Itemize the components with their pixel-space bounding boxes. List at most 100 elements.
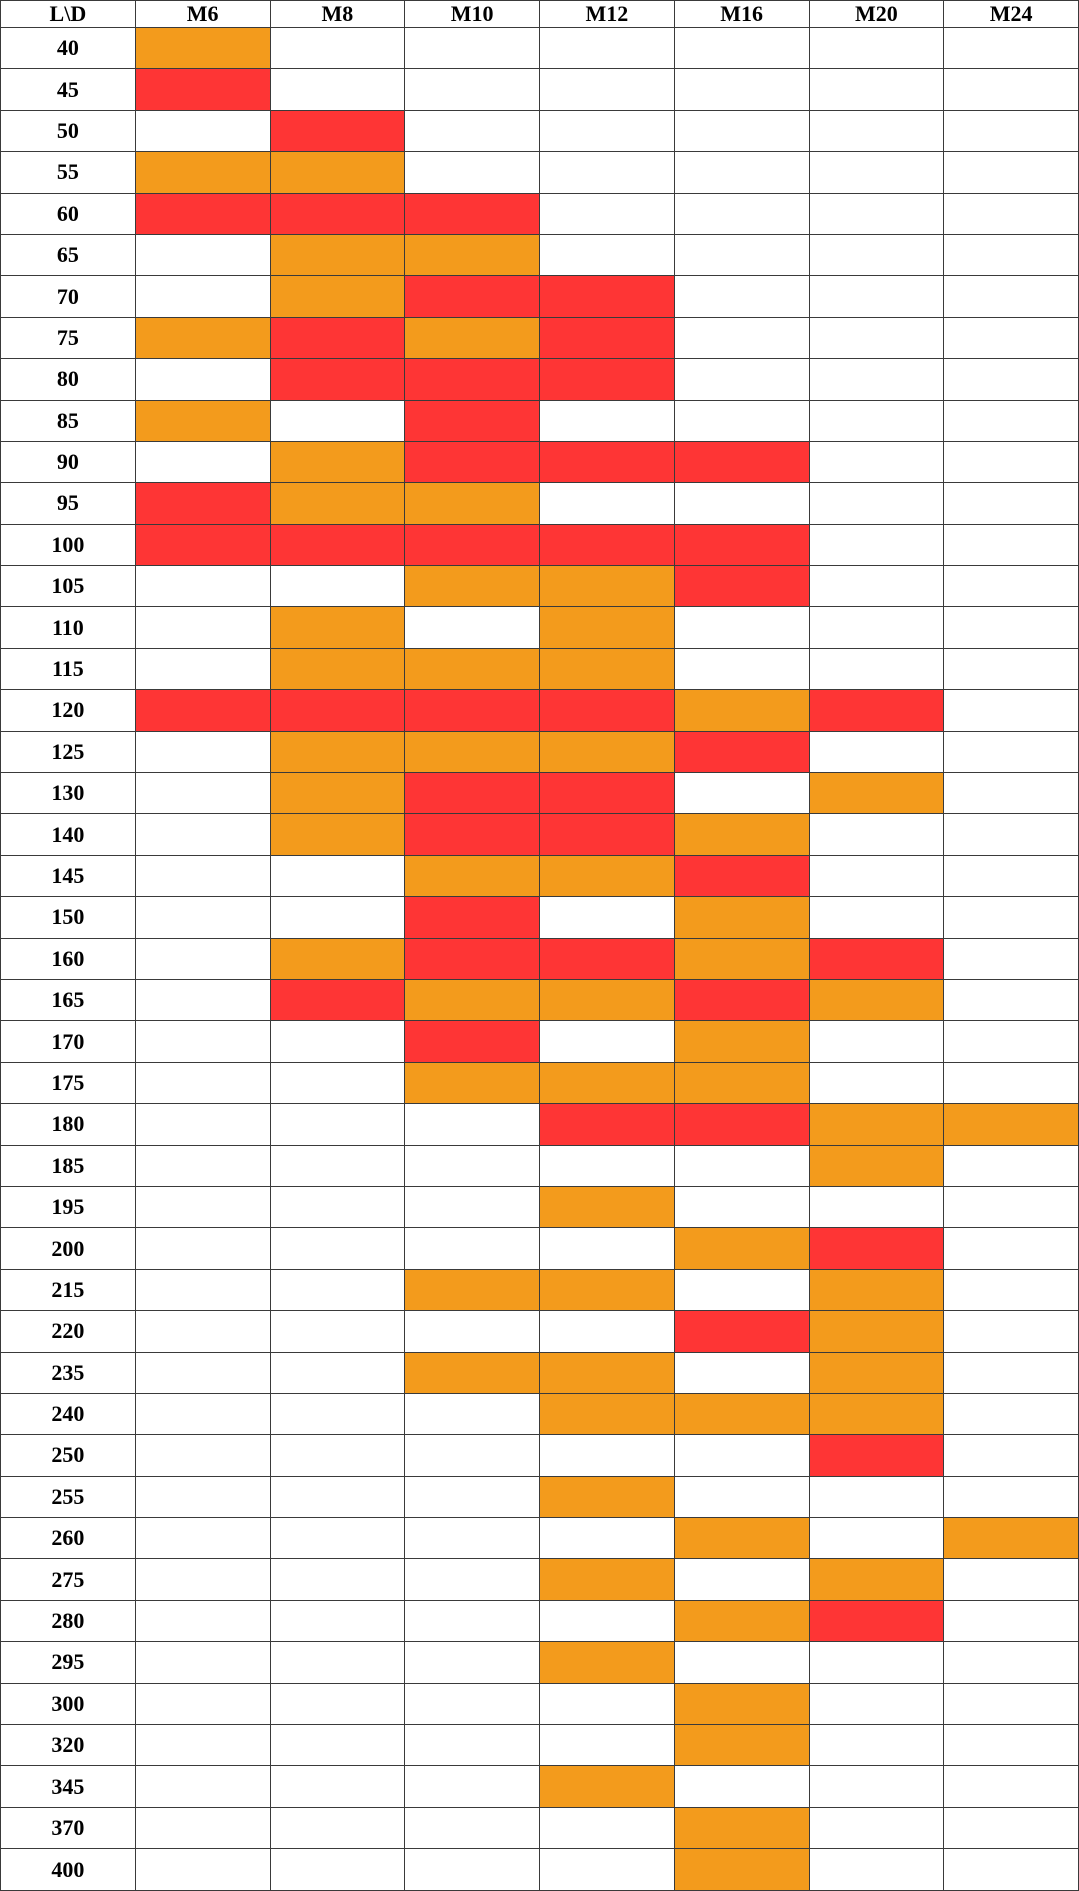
cell-m12 xyxy=(539,523,675,567)
cell-m12 xyxy=(539,192,675,235)
cell-m12 xyxy=(539,937,675,980)
cell-m6 xyxy=(134,399,271,442)
cell-m6 xyxy=(134,233,271,277)
cell-m12 xyxy=(539,109,675,153)
table-row: 235 xyxy=(0,1351,1079,1394)
cell-m20 xyxy=(808,440,945,484)
cell-m12 xyxy=(539,1103,675,1146)
cell-m8 xyxy=(269,1475,406,1519)
row-label: 120 xyxy=(0,689,136,732)
cell-m24 xyxy=(943,1268,1079,1312)
table-row: 220 xyxy=(0,1310,1079,1353)
row-label: 130 xyxy=(0,772,136,815)
cell-m8 xyxy=(269,1724,406,1767)
cell-m16 xyxy=(673,1848,810,1891)
cell-m12 xyxy=(539,399,675,442)
table-row: 80 xyxy=(0,358,1079,401)
table-row: 60 xyxy=(0,192,1079,235)
cell-m12 xyxy=(539,233,675,277)
cell-m24 xyxy=(943,1144,1079,1187)
cell-m6 xyxy=(134,440,271,484)
cell-m6 xyxy=(134,1103,271,1146)
table-row: 180 xyxy=(0,1103,1079,1146)
cell-m16 xyxy=(673,1682,810,1726)
cell-m24 xyxy=(943,1020,1079,1063)
cell-m12 xyxy=(539,1682,675,1726)
cell-m24 xyxy=(943,606,1079,649)
cell-m20 xyxy=(808,1020,945,1063)
table-row: 75 xyxy=(0,316,1079,360)
cell-m12 xyxy=(539,1475,675,1519)
row-label: 40 xyxy=(0,26,136,70)
table-row: 90 xyxy=(0,440,1079,484)
cell-m24 xyxy=(943,1434,1079,1477)
row-label: 295 xyxy=(0,1641,136,1684)
cell-m16 xyxy=(673,192,810,235)
cell-m6 xyxy=(134,1765,271,1808)
cell-m20 xyxy=(808,399,945,442)
cell-m16 xyxy=(673,772,810,815)
cell-m12 xyxy=(539,1185,675,1229)
cell-m10 xyxy=(404,647,540,691)
cell-m12 xyxy=(539,1020,675,1063)
cell-m12 xyxy=(539,151,675,194)
cell-m24 xyxy=(943,1227,1079,1270)
cell-m20 xyxy=(808,978,945,1022)
cell-m20 xyxy=(808,316,945,360)
cell-m8 xyxy=(269,151,406,194)
cell-m10 xyxy=(404,1392,540,1436)
cell-m8 xyxy=(269,1517,406,1560)
cell-m6 xyxy=(134,1020,271,1063)
cell-m8 xyxy=(269,192,406,235)
cell-m12 xyxy=(539,1268,675,1312)
row-label: 65 xyxy=(0,233,136,277)
cell-m20 xyxy=(808,26,945,70)
table-row: 400 xyxy=(0,1848,1079,1891)
cell-m10 xyxy=(404,1517,540,1560)
column-header-m16: M16 xyxy=(673,0,810,28)
cell-m10 xyxy=(404,233,540,277)
row-label: 45 xyxy=(0,68,136,111)
row-label: 140 xyxy=(0,813,136,856)
cell-m20 xyxy=(808,854,945,898)
cell-m10 xyxy=(404,565,540,608)
cell-m8 xyxy=(269,606,406,649)
cell-m24 xyxy=(943,854,1079,898)
row-label: 110 xyxy=(0,606,136,649)
table-row: 40 xyxy=(0,26,1079,70)
cell-m24 xyxy=(943,1806,1079,1850)
cell-m24 xyxy=(943,233,1079,277)
cell-m24 xyxy=(943,689,1079,732)
row-label: 320 xyxy=(0,1724,136,1767)
cell-m6 xyxy=(134,854,271,898)
cell-m8 xyxy=(269,1103,406,1146)
table-row: 140 xyxy=(0,813,1079,856)
cell-m10 xyxy=(404,1185,540,1229)
table-row: 240 xyxy=(0,1392,1079,1436)
cell-m24 xyxy=(943,358,1079,401)
cell-m12 xyxy=(539,1434,675,1477)
cell-m20 xyxy=(808,1724,945,1767)
cell-m10 xyxy=(404,109,540,153)
cell-m10 xyxy=(404,606,540,649)
row-label: 125 xyxy=(0,730,136,774)
cell-m24 xyxy=(943,482,1079,525)
cell-m24 xyxy=(943,151,1079,194)
cell-m8 xyxy=(269,896,406,939)
table-row: 200 xyxy=(0,1227,1079,1270)
row-label: 220 xyxy=(0,1310,136,1353)
cell-m6 xyxy=(134,730,271,774)
cell-m16 xyxy=(673,1351,810,1394)
table-row: 345 xyxy=(0,1765,1079,1808)
row-label: 300 xyxy=(0,1682,136,1726)
row-label: 100 xyxy=(0,523,136,567)
cell-m16 xyxy=(673,854,810,898)
row-label: 400 xyxy=(0,1848,136,1891)
cell-m12 xyxy=(539,1061,675,1105)
cell-m8 xyxy=(269,399,406,442)
cell-m10 xyxy=(404,689,540,732)
cell-m8 xyxy=(269,1061,406,1105)
cell-m6 xyxy=(134,1806,271,1850)
cell-m6 xyxy=(134,1848,271,1891)
cell-m6 xyxy=(134,606,271,649)
